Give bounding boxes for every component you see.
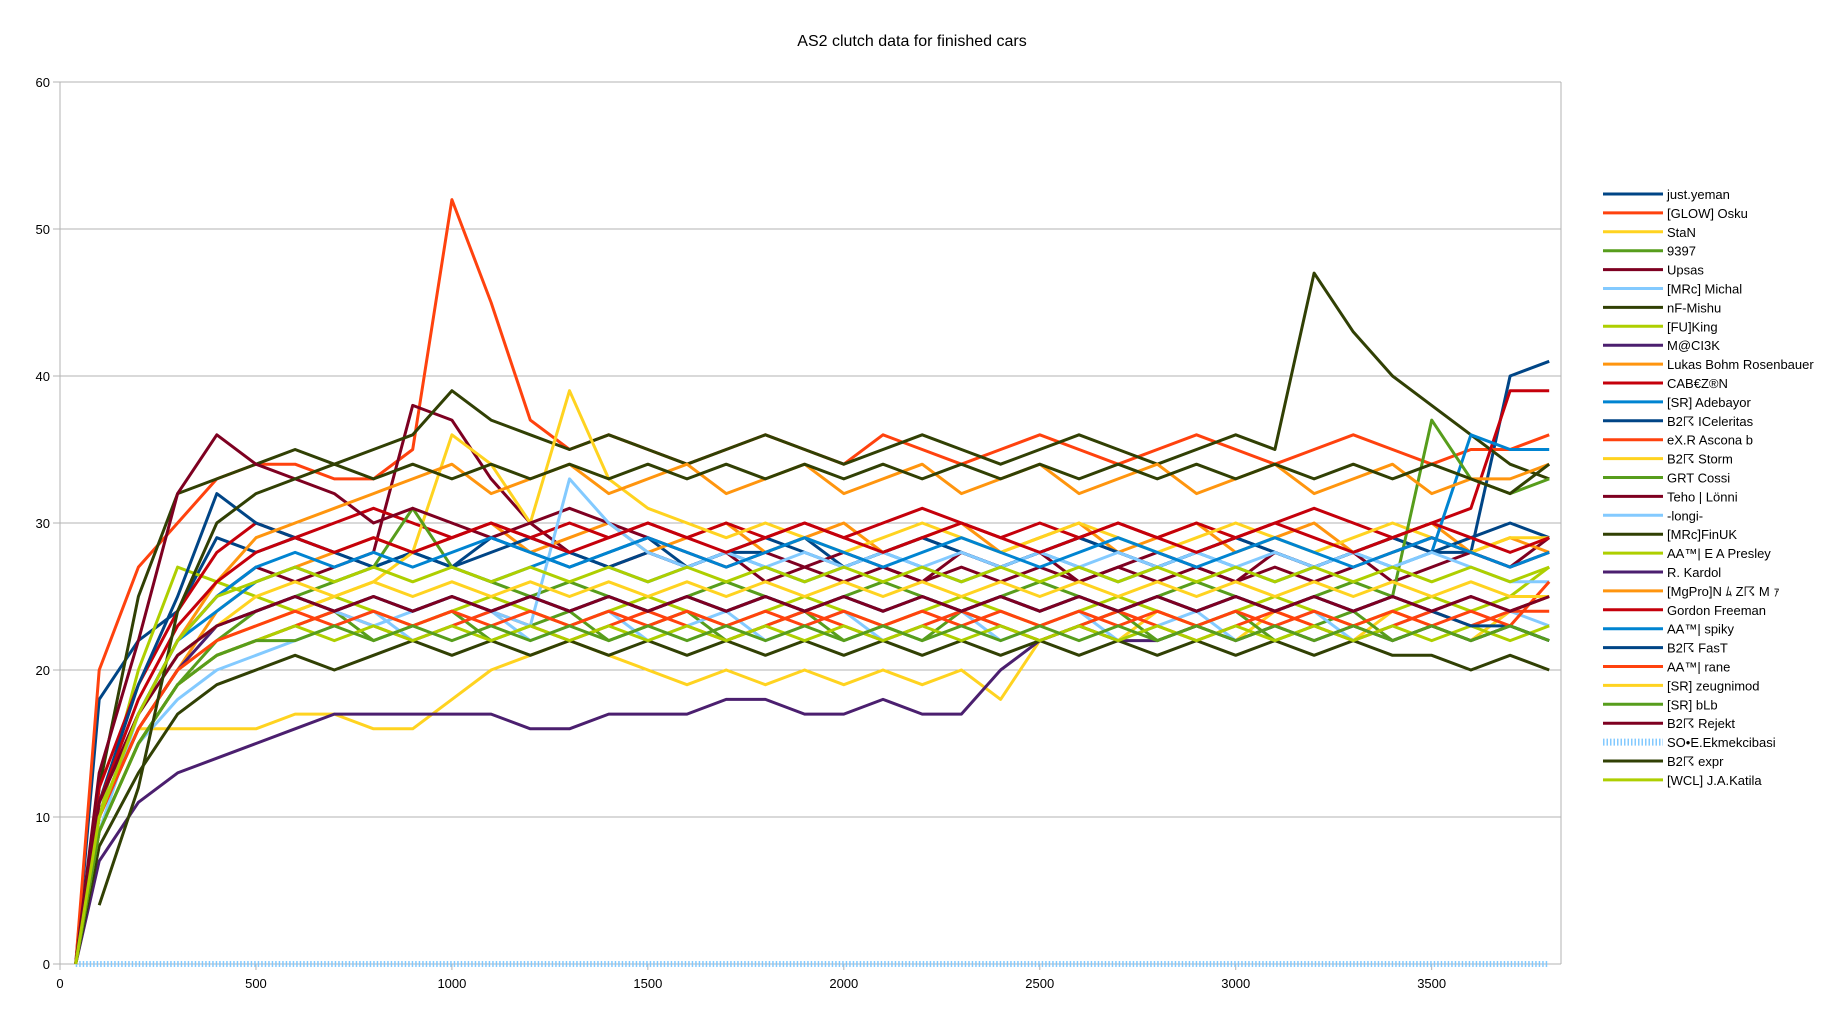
series-line-2 <box>74 595 1550 965</box>
y-tick-label: 40 <box>36 369 50 384</box>
y-tick-label: 60 <box>36 75 50 90</box>
y-tick-label: 20 <box>36 663 50 678</box>
series-line-22 <box>74 521 1550 965</box>
legend-label: B2☈ expr <box>1667 754 1724 769</box>
x-tick-label: 1500 <box>633 976 662 991</box>
x-tick-label: 0 <box>56 976 63 991</box>
series-line-30 <box>97 462 1551 906</box>
legend-label: B2☈ ICeleritas <box>1667 414 1754 429</box>
series-lines <box>74 198 1551 967</box>
x-tick-label: 1000 <box>437 976 466 991</box>
legend-label: [GLOW] Osku <box>1667 206 1748 221</box>
legend-label: [FU]King <box>1667 319 1718 334</box>
legend-label: [SR] zeugnimod <box>1667 678 1760 693</box>
series-line-27 <box>74 624 1550 965</box>
x-tick-label: 3000 <box>1221 976 1250 991</box>
legend-label: StaN <box>1667 225 1696 240</box>
y-tick-label: 0 <box>43 957 50 972</box>
legend-label: B2☈ Storm <box>1667 452 1733 467</box>
y-tick-label: 30 <box>36 516 50 531</box>
y-tick-label: 50 <box>36 222 50 237</box>
series-line-8 <box>74 624 1550 965</box>
legend-label: Gordon Freeman <box>1667 603 1766 618</box>
x-tick-label: 3500 <box>1417 976 1446 991</box>
chart-title: AS2 clutch data for finished cars <box>797 33 1026 50</box>
legend-label: CAB€Z®N <box>1667 376 1728 391</box>
legend-label: AA™| spiky <box>1667 622 1734 637</box>
series-line-9 <box>74 521 1550 965</box>
legend-label: Upsas <box>1667 263 1704 278</box>
legend: just.yeman [GLOW] Osku StaN 9397 Upsas [MRc] … <box>1603 187 1814 788</box>
series-line-20 <box>74 595 1550 965</box>
series-line-31 <box>74 565 1550 965</box>
y-tick-label: 10 <box>36 810 50 825</box>
legend-label: 9397 <box>1667 244 1696 259</box>
x-tick-label: 500 <box>245 976 267 991</box>
legend-label: B2☈ FasT <box>1667 641 1728 656</box>
series-line-24 <box>74 595 1550 965</box>
series-line-28 <box>74 595 1550 965</box>
legend-label: GRT Cossi <box>1667 471 1730 486</box>
legend-label: AA™| E A Presley <box>1667 546 1771 561</box>
legend-label: [SR] Adebayor <box>1667 395 1751 410</box>
legend-label: B2☈ Rejekt <box>1667 716 1735 731</box>
series-line-19 <box>74 624 1550 965</box>
series-line-5 <box>74 609 1550 965</box>
series-line-3 <box>74 609 1550 965</box>
series-line-26 <box>74 580 1550 965</box>
series-line-13 <box>74 609 1550 965</box>
legend-label: just.yeman <box>1666 187 1730 202</box>
axes: 0 10 20 30 40 50 60 0 500 1000 1500 2000 2500 3000 350… <box>36 75 1562 991</box>
legend-label: nF-Mishu <box>1667 300 1721 315</box>
legend-label: -longi- <box>1667 508 1703 523</box>
series-line-16 <box>74 433 1550 965</box>
legend-label: Teho | Lönni <box>1667 489 1738 504</box>
series-line-18 <box>74 639 1550 965</box>
legend-label: Lukas Bohm Rosenbauer <box>1667 357 1814 372</box>
series-line-23 <box>74 536 1550 965</box>
legend-label: [MRc] Michal <box>1667 282 1742 297</box>
legend-label: R. Kardol <box>1667 565 1721 580</box>
series-line-15 <box>74 418 1550 965</box>
legend-label: [MRc]FinUK <box>1667 527 1737 542</box>
legend-label: [WCL] J.A.Katila <box>1667 773 1762 788</box>
legend-label: AA™| rane <box>1667 660 1730 675</box>
legend-label: M@CI3K <box>1667 338 1720 353</box>
x-tick-label: 2000 <box>829 976 858 991</box>
legend-label: eX.R Ascona b <box>1667 433 1753 448</box>
series-line-6 <box>74 271 1550 965</box>
legend-label: SO•E.Ekmekcibasi <box>1667 735 1776 750</box>
legend-label: [SR] bLb <box>1667 697 1718 712</box>
x-tick-label: 2500 <box>1025 976 1054 991</box>
legend-label: [MgPro]N ﾑ Z☈ M ｧ <box>1667 584 1780 599</box>
